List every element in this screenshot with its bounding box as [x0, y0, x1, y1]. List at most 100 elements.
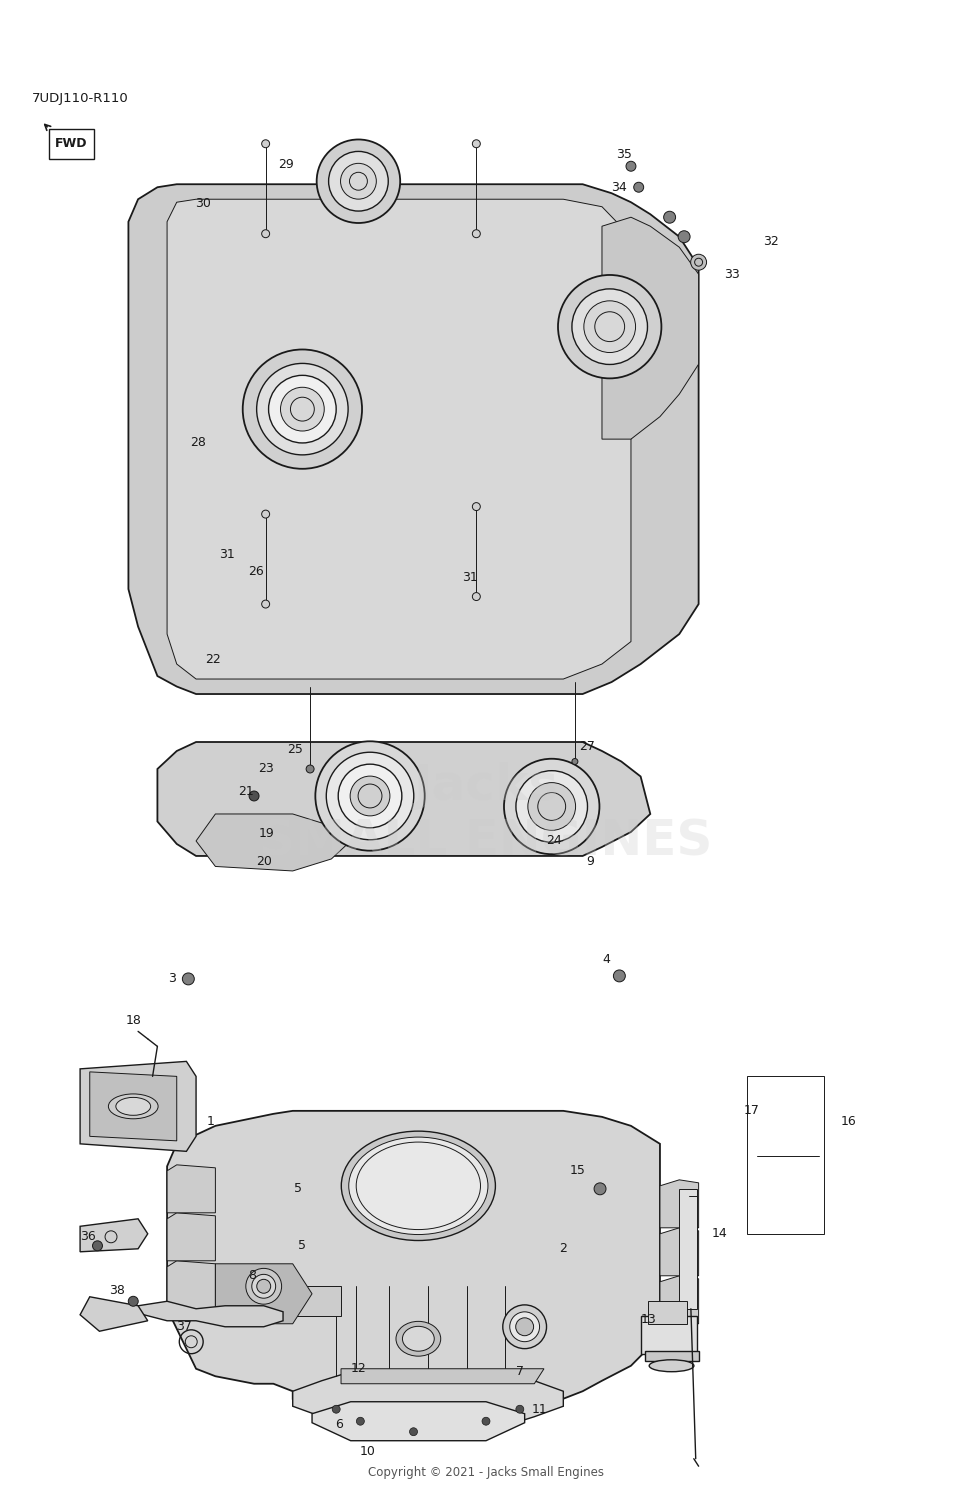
Circle shape	[528, 783, 575, 831]
Circle shape	[338, 765, 401, 828]
Circle shape	[332, 1405, 340, 1413]
Circle shape	[92, 1241, 102, 1250]
Text: 13: 13	[641, 1313, 656, 1326]
Text: 35: 35	[616, 148, 632, 161]
Text: 14: 14	[712, 1228, 728, 1240]
Polygon shape	[196, 814, 351, 872]
Circle shape	[482, 1418, 490, 1425]
Text: 31: 31	[462, 570, 477, 584]
Text: Jacks
SMALL ENGINES: Jacks SMALL ENGINES	[260, 762, 712, 866]
Circle shape	[516, 1318, 534, 1336]
Bar	[641, 1316, 697, 1354]
Text: 8: 8	[248, 1270, 256, 1282]
Text: 9: 9	[586, 855, 594, 869]
Polygon shape	[660, 1228, 699, 1276]
Text: 5: 5	[294, 1182, 301, 1196]
Circle shape	[261, 229, 269, 238]
Circle shape	[327, 752, 414, 840]
Circle shape	[243, 350, 362, 469]
Ellipse shape	[396, 1321, 440, 1356]
Text: 32: 32	[763, 235, 779, 247]
Circle shape	[317, 139, 400, 223]
Circle shape	[503, 1304, 546, 1348]
Text: 7UDJ110-R110: 7UDJ110-R110	[32, 92, 128, 106]
Text: 1: 1	[207, 1114, 215, 1128]
Text: 31: 31	[219, 547, 235, 561]
Polygon shape	[167, 1111, 660, 1399]
Polygon shape	[602, 217, 699, 439]
Polygon shape	[216, 1264, 312, 1324]
Text: 38: 38	[109, 1285, 124, 1297]
Polygon shape	[293, 1372, 564, 1425]
Bar	[648, 1301, 687, 1324]
Text: 36: 36	[80, 1231, 95, 1243]
Polygon shape	[167, 1261, 216, 1309]
Polygon shape	[244, 1286, 341, 1316]
Text: 26: 26	[248, 564, 263, 578]
Text: 30: 30	[195, 198, 211, 210]
Text: 4: 4	[603, 953, 610, 967]
Text: 21: 21	[238, 786, 255, 798]
Polygon shape	[167, 1164, 216, 1212]
Text: 27: 27	[579, 740, 596, 752]
Circle shape	[357, 1418, 364, 1425]
Circle shape	[472, 229, 480, 238]
Polygon shape	[138, 1301, 283, 1327]
Ellipse shape	[402, 1327, 434, 1351]
Text: 19: 19	[259, 826, 274, 840]
Circle shape	[315, 742, 425, 851]
Polygon shape	[645, 1351, 699, 1362]
Circle shape	[516, 1405, 524, 1413]
Polygon shape	[89, 1072, 177, 1142]
Circle shape	[634, 182, 643, 192]
Polygon shape	[128, 184, 699, 694]
Circle shape	[329, 151, 388, 211]
Circle shape	[257, 363, 348, 455]
Text: FWD: FWD	[55, 137, 87, 151]
Polygon shape	[80, 1297, 148, 1332]
Text: 33: 33	[724, 268, 741, 280]
Polygon shape	[167, 1212, 216, 1261]
Text: 22: 22	[206, 653, 222, 667]
Circle shape	[281, 388, 325, 431]
Text: 20: 20	[256, 855, 271, 869]
Ellipse shape	[649, 1360, 694, 1372]
Text: 25: 25	[287, 743, 302, 756]
Circle shape	[572, 290, 647, 365]
Circle shape	[572, 759, 578, 765]
Text: 11: 11	[532, 1402, 547, 1416]
Polygon shape	[660, 1276, 699, 1324]
Text: 23: 23	[258, 763, 273, 775]
Circle shape	[504, 759, 600, 854]
Ellipse shape	[116, 1098, 151, 1116]
Text: 12: 12	[351, 1362, 366, 1375]
Circle shape	[246, 1268, 282, 1304]
Circle shape	[472, 140, 480, 148]
Text: 24: 24	[545, 834, 562, 847]
Circle shape	[409, 1428, 418, 1436]
Text: Copyright © 2021 - Jacks Small Engines: Copyright © 2021 - Jacks Small Engines	[368, 1466, 604, 1479]
Bar	[679, 1188, 697, 1309]
Circle shape	[516, 771, 587, 843]
Ellipse shape	[109, 1093, 158, 1119]
Circle shape	[183, 973, 194, 985]
Circle shape	[509, 1312, 539, 1342]
Circle shape	[261, 140, 269, 148]
Polygon shape	[167, 199, 631, 679]
Circle shape	[340, 163, 376, 199]
Bar	[746, 1077, 824, 1234]
Polygon shape	[312, 1402, 525, 1440]
Ellipse shape	[349, 1137, 488, 1235]
Polygon shape	[660, 1179, 699, 1228]
Text: 34: 34	[611, 181, 627, 193]
Text: 6: 6	[335, 1418, 343, 1431]
Text: 7: 7	[516, 1365, 524, 1378]
Circle shape	[613, 970, 625, 982]
Polygon shape	[341, 1369, 544, 1384]
Circle shape	[261, 510, 269, 519]
Circle shape	[584, 300, 636, 353]
Text: 28: 28	[191, 436, 206, 448]
Text: 10: 10	[361, 1445, 376, 1458]
Text: 29: 29	[278, 158, 294, 172]
Circle shape	[664, 211, 676, 223]
